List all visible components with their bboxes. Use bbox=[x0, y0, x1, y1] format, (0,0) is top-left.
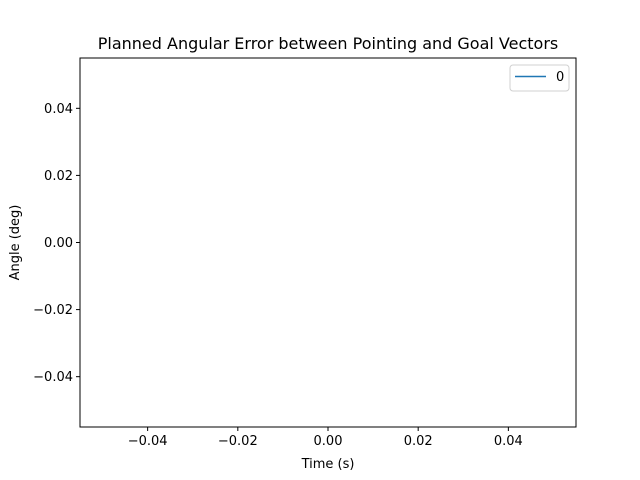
x-axis: −0.04 −0.02 0.00 0.02 0.04 bbox=[128, 427, 523, 449]
y-tick-label: 0.02 bbox=[44, 169, 73, 184]
legend-series-label: 0 bbox=[556, 70, 564, 85]
x-tick-label: 0.00 bbox=[314, 434, 343, 449]
y-axis-label: Angle (deg) bbox=[8, 205, 23, 281]
x-tick-label: 0.02 bbox=[404, 434, 433, 449]
x-tick-label: −0.02 bbox=[218, 434, 258, 449]
legend-box bbox=[509, 64, 570, 92]
legend: 0 bbox=[509, 64, 570, 92]
y-axis: 0.04 0.02 0.00 −0.02 −0.04 bbox=[33, 102, 80, 385]
y-tick-label: 0.04 bbox=[44, 102, 73, 117]
x-tick-label: 0.04 bbox=[494, 434, 523, 449]
y-tick-label: 0.00 bbox=[44, 236, 73, 251]
x-tick-label: −0.04 bbox=[128, 434, 168, 449]
y-tick-label: −0.02 bbox=[33, 303, 73, 318]
plot-area bbox=[79, 57, 577, 428]
y-tick-label: −0.04 bbox=[33, 370, 73, 385]
chart-title: Planned Angular Error between Pointing a… bbox=[98, 34, 559, 53]
x-axis-label: Time (s) bbox=[301, 457, 355, 472]
